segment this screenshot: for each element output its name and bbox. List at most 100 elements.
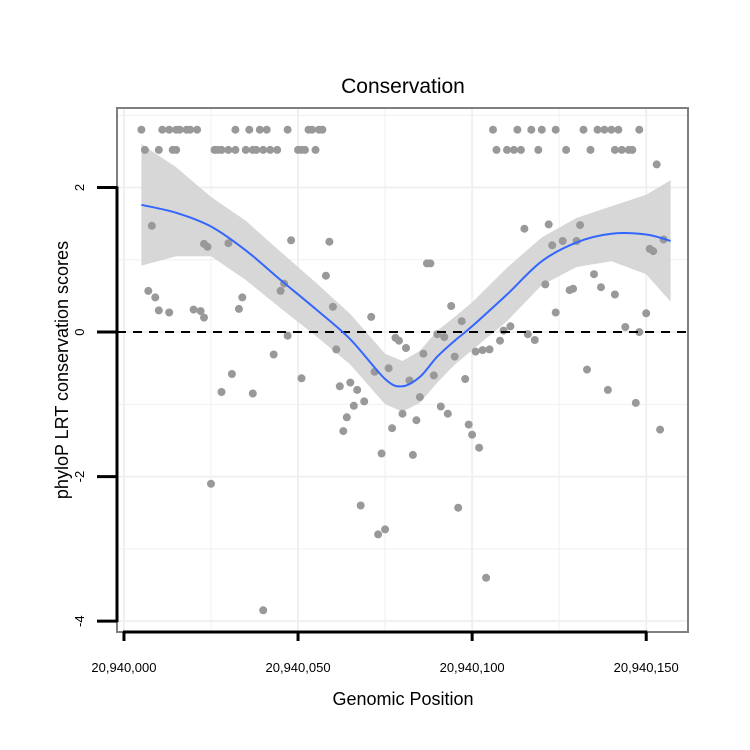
data-point (610, 145, 619, 154)
data-point (454, 503, 463, 512)
data-point (485, 345, 494, 354)
data-point (464, 420, 473, 429)
data-point (429, 371, 438, 380)
data-point (297, 374, 306, 383)
data-point (471, 347, 480, 356)
x-tick-label: 20,940,000 (91, 660, 156, 675)
data-point (412, 416, 421, 425)
data-point (447, 302, 456, 310)
data-point (503, 145, 511, 154)
data-point (137, 125, 146, 134)
data-point (457, 317, 466, 326)
x-tick-label: 20,940,150 (614, 660, 679, 675)
data-point (537, 125, 546, 134)
data-point (217, 145, 226, 154)
data-point (308, 125, 316, 134)
data-point (165, 125, 174, 134)
data-point (252, 145, 261, 154)
data-point (652, 160, 661, 169)
data-point (269, 350, 278, 359)
data-point (301, 145, 309, 154)
data-point (402, 344, 410, 352)
data-point (234, 304, 243, 313)
data-point (200, 313, 208, 322)
data-point (227, 370, 236, 378)
data-point (276, 286, 285, 295)
data-point (600, 125, 609, 134)
data-point (562, 145, 571, 154)
data-point (628, 145, 637, 154)
chart-title: Conservation (341, 75, 465, 98)
data-point (408, 450, 417, 459)
data-point (346, 378, 355, 387)
data-point (151, 293, 160, 302)
data-point (590, 270, 598, 279)
data-point (262, 125, 271, 134)
data-point (499, 326, 508, 335)
data-point (356, 501, 365, 510)
data-point (610, 290, 619, 299)
data-point (241, 145, 250, 154)
data-point (349, 401, 358, 410)
data-point (607, 125, 616, 134)
x-tick-label: 20,940,100 (440, 660, 505, 675)
data-point (614, 125, 623, 134)
x-axis-label: Genomic Position (332, 689, 473, 709)
data-point (231, 145, 240, 154)
data-point (248, 389, 257, 398)
data-point (440, 333, 449, 342)
data-point (593, 125, 602, 134)
data-point (443, 409, 452, 418)
x-tick-label: 20,940,050 (266, 660, 331, 675)
data-point (381, 525, 390, 534)
y-axis-label: phyloP LRT conservation scores (52, 241, 72, 499)
data-point (642, 309, 651, 318)
data-point (516, 145, 525, 154)
data-point (541, 280, 550, 289)
data-point (175, 125, 184, 134)
y-tick-label: 2 (72, 184, 87, 191)
data-point (203, 242, 212, 251)
data-point (583, 365, 591, 374)
data-point (189, 305, 198, 314)
data-point (283, 125, 292, 134)
data-point (468, 430, 477, 439)
x-axis: 20,940,000 20,940,050 20,940,100 20,940,150 (91, 630, 679, 675)
data-point (287, 236, 296, 245)
data-point (635, 125, 644, 134)
data-point (238, 293, 247, 302)
data-point (367, 312, 376, 321)
data-point (576, 221, 585, 230)
data-point (207, 479, 215, 488)
data-point (551, 308, 560, 317)
data-point (328, 302, 337, 311)
data-point (353, 385, 362, 394)
data-point (513, 125, 522, 134)
data-point (335, 382, 344, 391)
data-point (259, 145, 268, 154)
data-point (217, 388, 226, 396)
data-point (569, 284, 578, 293)
smooth-line (141, 203, 671, 388)
data-point (436, 402, 445, 411)
data-point (196, 307, 205, 316)
data-point (534, 145, 543, 154)
data-point (193, 125, 202, 134)
data-point (649, 247, 658, 256)
data-point (461, 375, 470, 383)
data-point (475, 443, 484, 452)
data-point (147, 221, 156, 230)
data-point (325, 237, 334, 246)
data-point (415, 393, 424, 402)
data-point (597, 283, 605, 292)
data-point (374, 530, 383, 539)
data-point (635, 328, 644, 337)
data-point (172, 145, 181, 154)
data-point (224, 145, 233, 154)
confidence-band (141, 144, 671, 412)
data-point (224, 239, 233, 248)
data-point (384, 364, 393, 373)
data-point (377, 449, 386, 458)
data-point (231, 125, 240, 134)
